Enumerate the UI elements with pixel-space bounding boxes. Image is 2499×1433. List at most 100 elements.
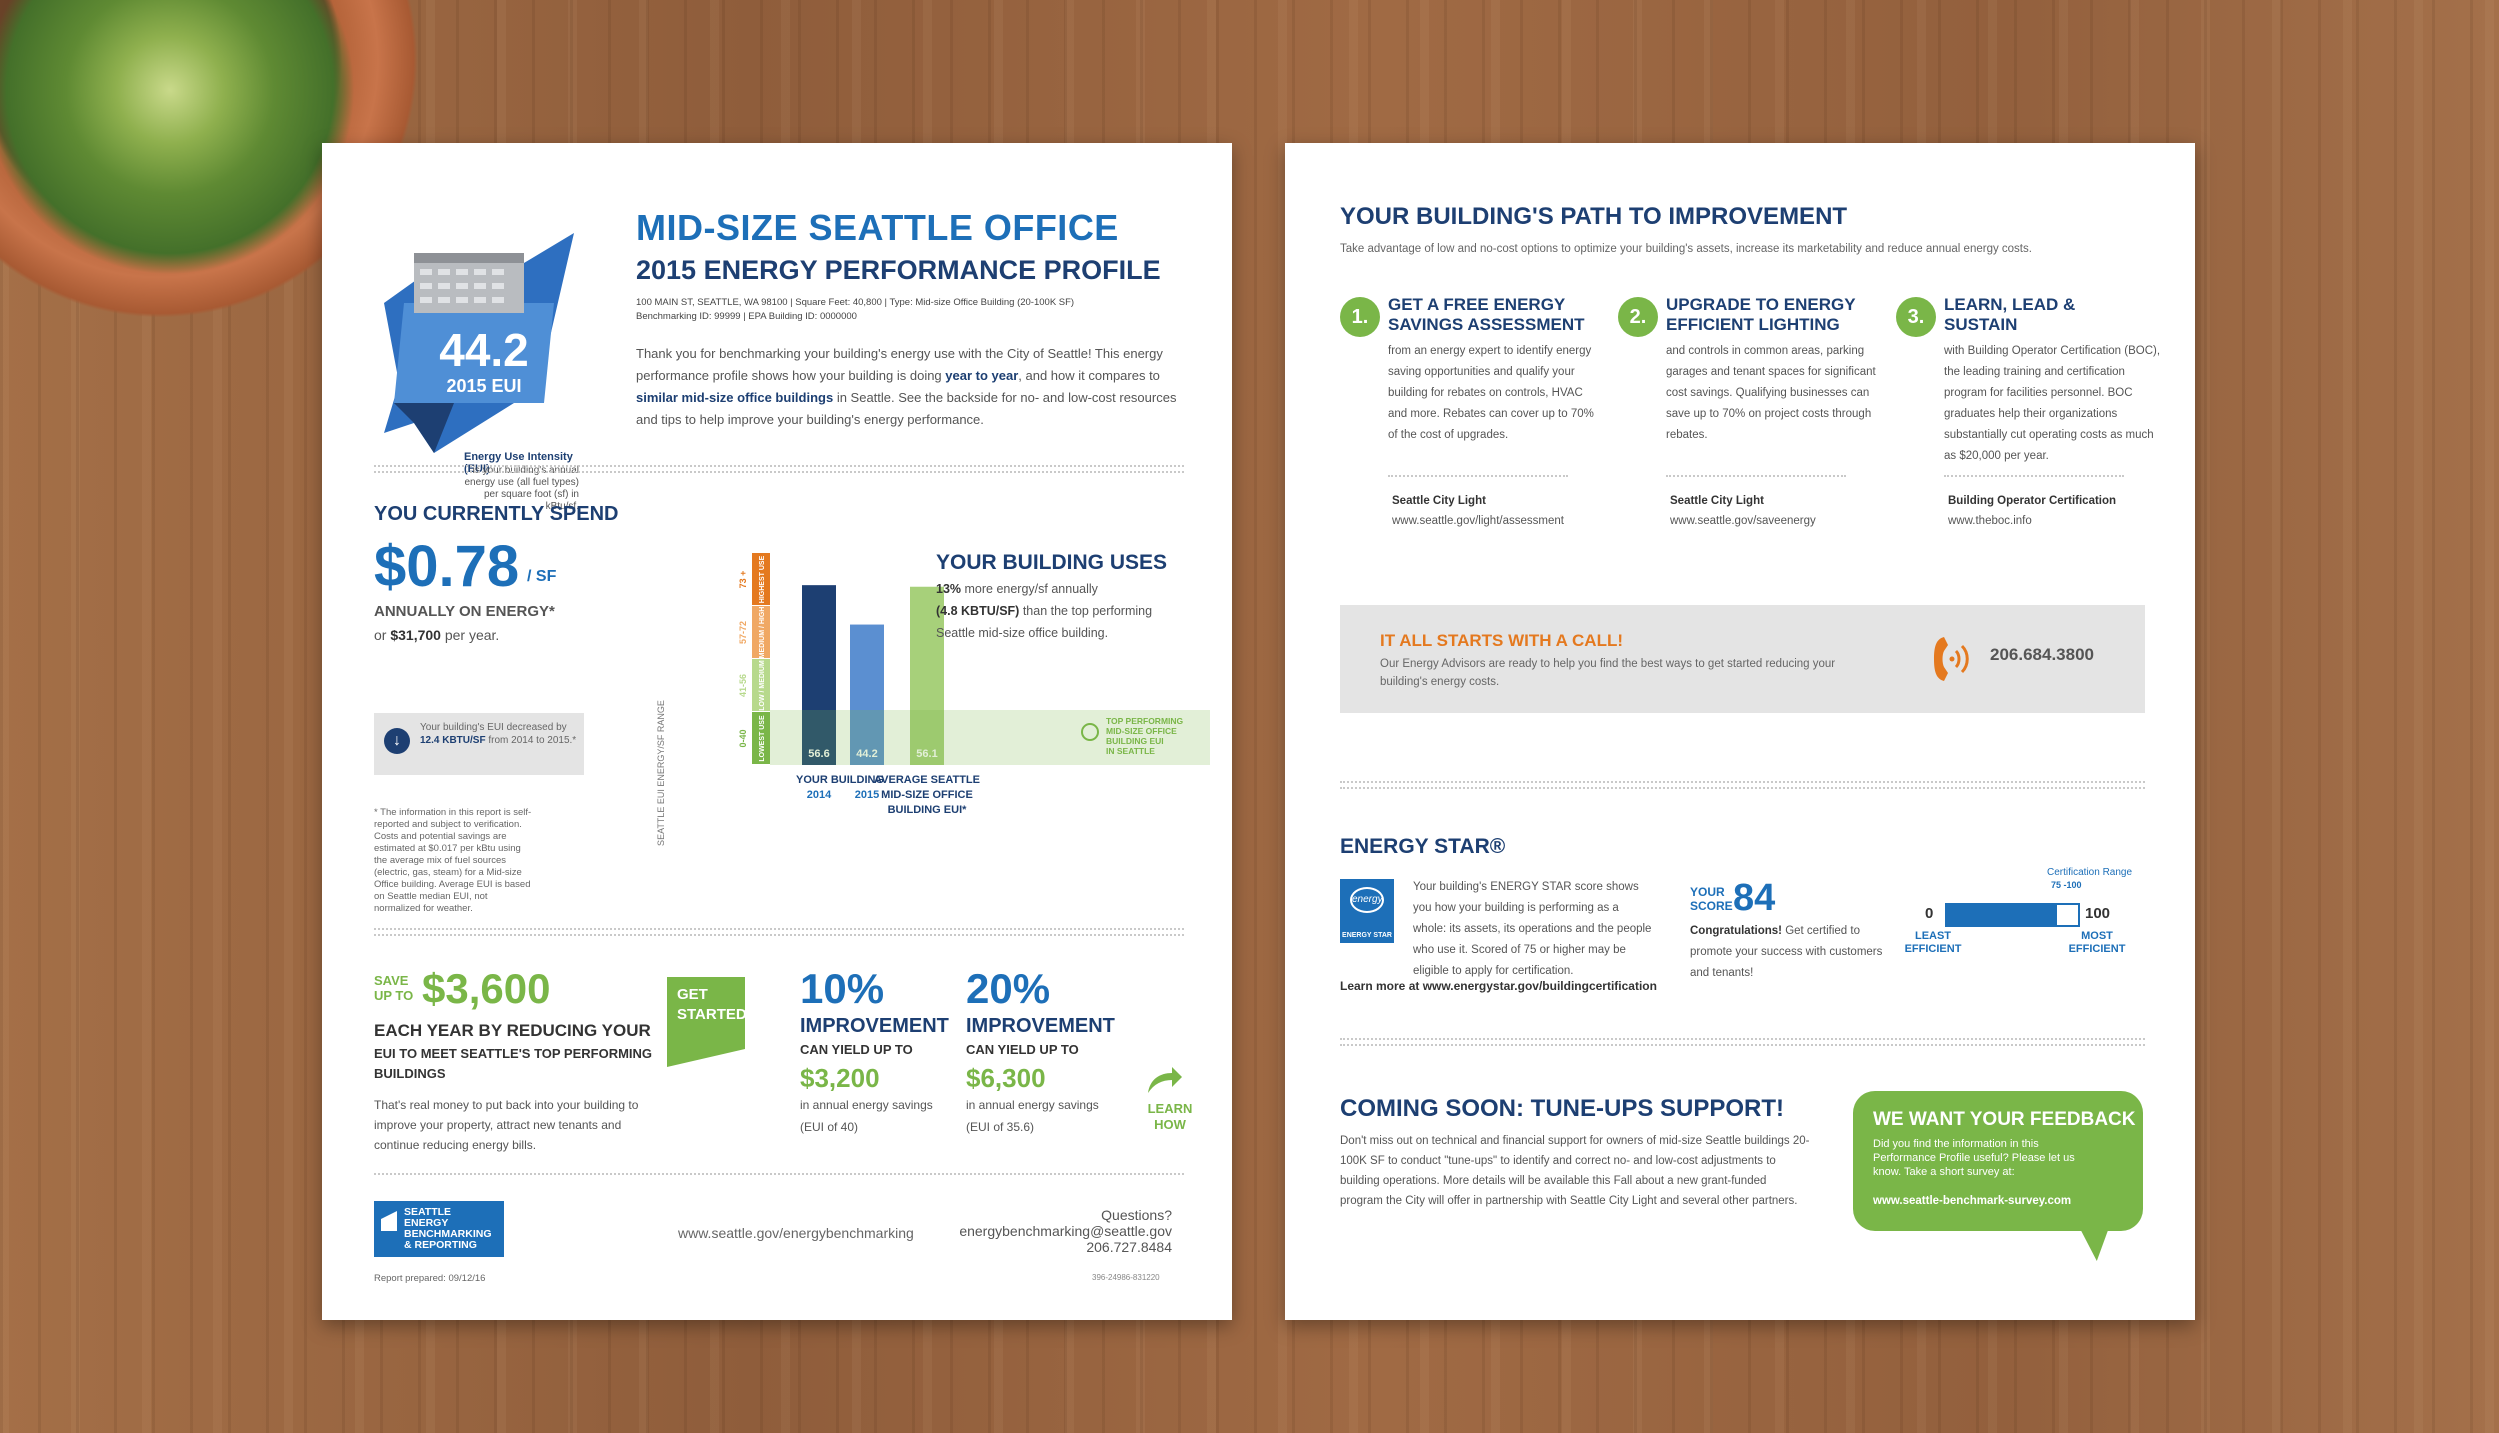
step-number: 1. [1340, 297, 1380, 337]
eui-decrease-box: ↓ Your building's EUI decreased by 12.4 … [374, 713, 584, 775]
spend-total-value: $31,700 [390, 627, 441, 643]
path-title: YOUR BUILDING'S PATH TO IMPROVEMENT [1340, 203, 1848, 230]
uses-line1: more energy/sf annually [961, 582, 1098, 596]
improvement-can: CAN YIELD UP TO [800, 1042, 913, 1057]
band-label: BUILDING EUI [1106, 736, 1164, 746]
chart-bar [850, 624, 884, 765]
footer-url[interactable]: www.seattle.gov/energybenchmarking [678, 1225, 914, 1241]
range-label: LOW / MEDIUM [759, 660, 766, 711]
improvement-eui: (EUI of 40) [800, 1120, 859, 1134]
group-label: YOUR BUILDING [796, 774, 884, 786]
call-phone[interactable]: 206.684.3800 [1990, 645, 2094, 664]
intro-text-b: year to year [945, 368, 1019, 383]
save-line: EACH YEAR BY REDUCING YOUR [374, 1021, 651, 1040]
step-url[interactable]: www.seattle.gov/saveenergy [1670, 515, 1816, 527]
arrow-down-icon: ↓ [384, 728, 410, 754]
most-efficient-label: MOST EFFICIENT [2068, 930, 2126, 955]
energy-star-learn-more[interactable]: Learn more at www.energystar.gov/buildin… [1340, 979, 1657, 993]
improvement-annual: in annual energy savings [966, 1098, 1099, 1112]
improvement-eui: (EUI of 35.6) [966, 1120, 1035, 1134]
building-ribbon-graphic [384, 233, 574, 453]
save-up-to-label: SAVE UP TO [374, 973, 414, 1003]
eui-range-chart: SEATTLE EUI ENERGY/SF RANGE HIGHEST USE 7… [656, 553, 1210, 846]
uses-text: 13% more energy/sf annually (4.8 KBTU/SF)… [936, 578, 1186, 644]
improvement-amount: $6,300 [966, 1063, 1046, 1093]
spend-value: $0.78 [374, 534, 520, 599]
band-rect [770, 710, 1210, 765]
footnote: * The information in this report is self… [374, 807, 532, 914]
uses-pct: 13% [936, 582, 962, 596]
profile-back-page: YOUR BUILDING'S PATH TO IMPROVEMENT Take… [1285, 143, 2195, 1320]
range-label: LOWEST USE [759, 715, 766, 762]
bar-value-label: 56.6 [808, 748, 829, 760]
spend-total: or $31,700 per year. [374, 627, 499, 643]
step-number: 2. [1618, 297, 1658, 337]
range-value: 41-56 [738, 674, 748, 697]
improvement-20: 20% IMPROVEMENT CAN YIELD UP TO $6,300 i… [966, 965, 1116, 1134]
contact-email[interactable]: energybenchmarking@seattle.gov [959, 1223, 1172, 1239]
intro-text-c: , and how it compares to [1018, 368, 1160, 383]
call-box: IT ALL STARTS WITH A CALL! Our Energy Ad… [1340, 605, 2145, 713]
step-heading: GET A FREE ENERGY SAVINGS ASSESSMENT [1388, 295, 1585, 334]
step-text: from an energy expert to identify energy… [1388, 345, 1594, 441]
call-text: Our Energy Advisors are ready to help yo… [1380, 658, 1836, 688]
step-number: 3. [1896, 297, 1936, 337]
page-subtitle: 2015 ENERGY PERFORMANCE PROFILE [636, 255, 1161, 285]
building-address: 100 MAIN ST, SEATTLE, WA 98100 | Square … [636, 296, 1196, 324]
seattle-benchmarking-logo: SEATTLE ENERGY BENCHMARKING & REPORTING [374, 1201, 504, 1257]
eui-badge: 44.2 2015 EUI Energy Use Intensity (EUI)… [374, 213, 579, 512]
energy-star-logo: energy ENERGY STAR [1340, 879, 1394, 943]
divider [1340, 1038, 2145, 1040]
uses-heading: YOUR BUILDING USES [936, 551, 1168, 574]
divider [374, 928, 1184, 930]
step-url[interactable]: www.theboc.info [1948, 515, 2032, 527]
score-value: 84 [1733, 877, 1776, 919]
feedback-url[interactable]: www.seattle-benchmark-survey.com [1873, 1195, 2072, 1207]
energy-star-title: ENERGY STAR® [1340, 835, 1506, 858]
contact-phone: 206.727.8484 [1086, 1239, 1172, 1255]
feedback-text: Did you find the information in this Per… [1873, 1138, 2075, 1178]
cert-range-value: 75 -100 [2051, 880, 2082, 890]
group-label: BUILDING EUI* [888, 804, 968, 816]
eui-decrease-text: Your building's EUI decreased by 12.4 KB… [420, 721, 580, 747]
bar-value-label: 44.2 [856, 748, 877, 760]
range-segment [752, 712, 770, 764]
range-label: HIGHEST USE [759, 555, 766, 603]
improvement-annual: in annual energy savings [800, 1098, 933, 1112]
step-text: and controls in common areas, parking ga… [1666, 345, 1876, 441]
band-label: TOP PERFORMING [1106, 716, 1184, 726]
intro-text-e: in Seattle. See the backside for no- and… [636, 390, 1177, 427]
band-label: IN SEATTLE [1106, 746, 1155, 756]
report-prepared: Report prepared: 09/12/16 [374, 1273, 486, 1284]
divider [374, 1173, 1184, 1175]
uses-kbtu: (4.8 KBTU/SF) [936, 604, 1020, 618]
score-bar [1945, 903, 2080, 927]
range-label: MEDIUM / HIGH [759, 607, 766, 659]
learn-how-link[interactable]: LEARN HOW [1147, 1101, 1193, 1132]
get-started-flag: GET STARTED [667, 977, 747, 1067]
eui-label: 2015 EUI [446, 376, 522, 396]
energy-star-text: Your building's ENERGY STAR score shows … [1413, 881, 1652, 977]
intro-text-a: Thank you for benchmarking your building… [636, 346, 1163, 383]
path-subtitle: Take advantage of low and no-cost option… [1340, 243, 2032, 255]
step-text: with Building Operator Certification (BO… [1944, 345, 2161, 462]
decrease-b: 12.4 KBTU/SF [420, 735, 486, 746]
call-heading: IT ALL STARTS WITH A CALL! [1380, 631, 1623, 650]
intro-paragraph: Thank you for benchmarking your building… [636, 343, 1196, 431]
score-label: YOUR SCORE [1690, 885, 1733, 913]
score-text: Congratulations! Get certified to promot… [1690, 921, 1890, 984]
feedback-bubble: WE WANT YOUR FEEDBACK Did you find the i… [1853, 1091, 2143, 1231]
cert-range-label: Certification Range [2047, 867, 2133, 878]
range-segment [752, 659, 770, 711]
questions-label: Questions? [1101, 1207, 1172, 1223]
improvement-amount: $3,200 [800, 1063, 880, 1093]
improvement-pct: 20% [966, 965, 1051, 1012]
report-id: 396-24986-831220 [1092, 1273, 1160, 1282]
step-org: Building Operator Certification [1948, 495, 2117, 507]
save-paragraph: That's real money to put back into your … [374, 1098, 639, 1152]
uses-line2: than the top performing Seattle mid-size… [936, 604, 1153, 640]
chart-bar [910, 586, 944, 765]
intro-text-d: similar mid-size office buildings [636, 390, 834, 405]
step-url[interactable]: www.seattle.gov/light/assessment [1392, 515, 1564, 527]
